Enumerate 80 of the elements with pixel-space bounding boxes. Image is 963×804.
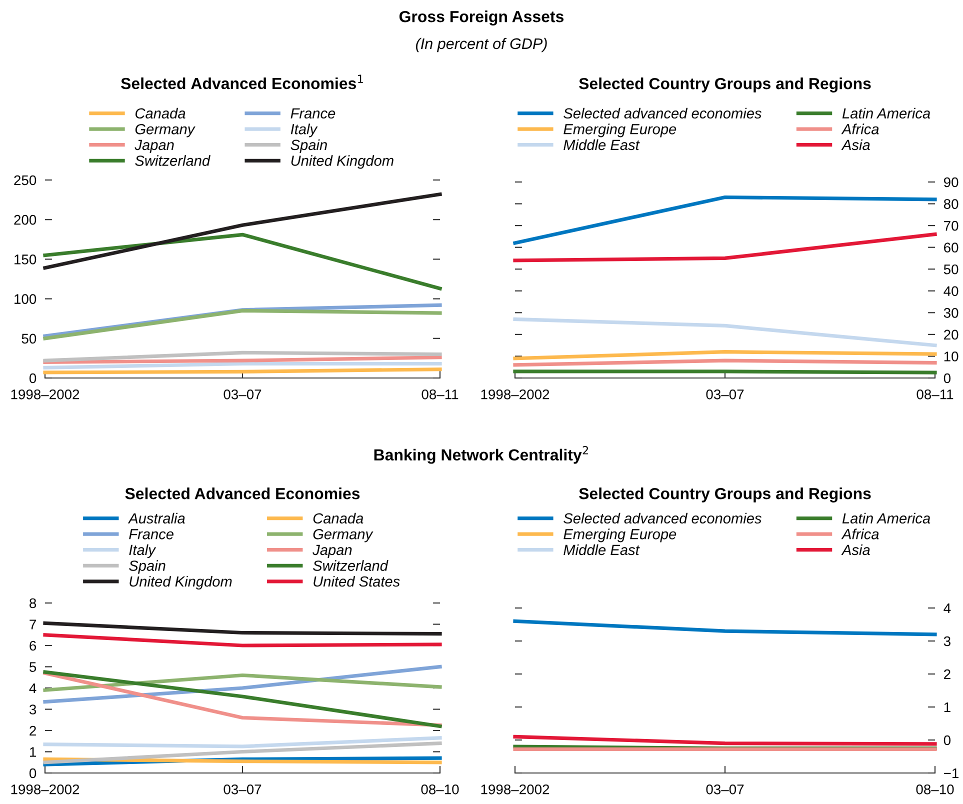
x-tick-label: 1998–2002 (11, 784, 80, 794)
y2-tick-label: 1 (944, 702, 950, 712)
y2-tick-label: 80 (944, 199, 958, 209)
legend-label: Spain (129, 560, 166, 574)
legend-label: Latin America (842, 512, 930, 524)
x-tick-label: 03–07 (706, 389, 744, 400)
y-tick-label: 6 (30, 640, 36, 651)
x-tick-label: 03–07 (224, 784, 262, 794)
legend-label: France (129, 529, 174, 540)
legend-label: Italy (129, 544, 156, 558)
x-tick-label: 08–11 (916, 389, 954, 400)
y-tick-label: 150 (14, 254, 36, 264)
y-tick-label: 1 (30, 747, 36, 757)
legend-label: United Kingdom (291, 155, 394, 169)
legend-label: Asia (841, 544, 870, 556)
legend-label: Emerging Europe (564, 528, 676, 542)
y-tick-label: 250 (14, 175, 36, 186)
legend-label: Asia (841, 139, 870, 150)
legend-label: Middle East (564, 139, 640, 150)
x-tick-label: 1998–2002 (11, 389, 80, 400)
legend-label: Africa (841, 528, 879, 540)
legend-label: Australia (128, 512, 185, 524)
x-tick-label: 1998–2002 (481, 784, 550, 794)
y-tick-label: 50 (22, 334, 36, 344)
chart-title: Selected Country Groups and Regions (579, 78, 871, 92)
legend-label: Germany (313, 529, 374, 542)
text: Gross Foreign Assets (399, 10, 564, 26)
y2-tick-label: 70 (944, 220, 958, 231)
y2-tick-label: 30 (944, 308, 958, 318)
y2-tick-label: 0 (944, 373, 951, 384)
x-tick-label: 03–07 (224, 389, 262, 400)
legend-label: Canada (313, 512, 364, 524)
y-tick-label: 8 (30, 598, 36, 608)
legend-label: Canada (136, 108, 186, 119)
y-tick-label: 200 (14, 214, 36, 225)
legend-label: Latin America (842, 108, 930, 119)
y-tick-label: 7 (30, 620, 36, 630)
x-tick-label: 08–10 (421, 784, 459, 794)
y-tick-label: 3 (29, 704, 36, 714)
legend-label: Japan (134, 140, 174, 153)
y2-tick-label: 40 (944, 286, 958, 296)
legend-label: Switzerland (313, 560, 388, 571)
text: (In percent of GDP) (416, 38, 547, 52)
y2-tick-label: 60 (944, 242, 958, 253)
legend-label: Selected advanced economies (564, 512, 762, 524)
y2-tick-label: 50 (944, 264, 958, 274)
y-tick-label: 4 (29, 683, 36, 694)
y2-tick-label: 0 (944, 735, 951, 746)
y-tick-label: 100 (14, 294, 36, 304)
y2-tick-label: 20 (944, 330, 958, 340)
x-tick-label: 08–10 (916, 784, 954, 794)
x-tick-label: 03–07 (706, 784, 744, 794)
chart-title: Selected Country Groups and Regions (579, 488, 871, 502)
y-tick-label: 0 (29, 373, 36, 384)
legend-label: Japan (312, 544, 352, 558)
legend-label: Africa (841, 124, 879, 134)
y2-tick-label: 90 (944, 177, 958, 188)
y2-tick-label: 4 (944, 603, 951, 614)
legend-label: Germany (135, 124, 196, 138)
legend-label: Middle East (564, 544, 640, 556)
y-tick-label: 5 (30, 662, 36, 672)
legend-label: United Kingdom (130, 576, 232, 590)
x-tick-label: 1998–2002 (481, 389, 550, 400)
y-tick-label: 2 (30, 726, 36, 736)
chart-title: Selected Advanced Economies (125, 488, 360, 500)
legend-label: France (290, 108, 336, 119)
legend-label: United States (314, 576, 400, 587)
legend-label: Switzerland (135, 155, 210, 166)
y2-tick-label: 2 (944, 669, 950, 680)
y2-tick-label: −1 (944, 768, 958, 778)
text: Banking Network Centrality$^{2}$ (374, 446, 588, 464)
legend-label: Emerging Europe (564, 124, 676, 138)
y-tick-label: 0 (29, 768, 36, 778)
x-tick-label: 08–11 (422, 389, 458, 400)
legend-label: Spain (290, 139, 327, 153)
y2-tick-label: 3 (944, 636, 950, 646)
legend-label: Selected advanced economies (564, 108, 762, 119)
legend-label: Italy (290, 124, 318, 138)
y2-tick-label: 10 (944, 352, 958, 362)
chart-title: Selected Advanced Economies$^{1}$ (121, 74, 363, 90)
